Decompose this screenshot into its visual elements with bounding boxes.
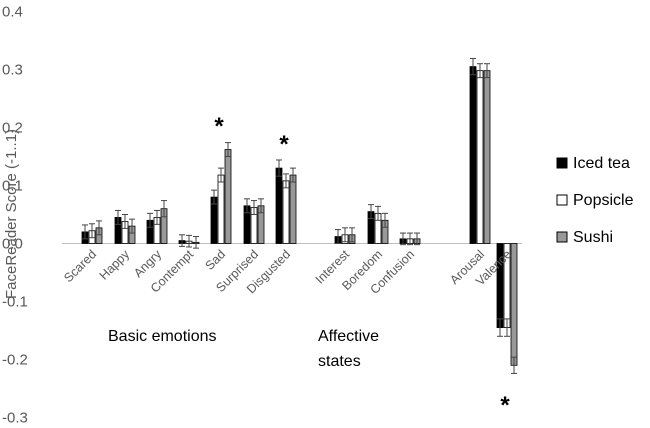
legend: Iced tea Popsicle Sushi <box>556 155 634 246</box>
legend-label-sushi: Sushi <box>573 229 613 246</box>
bar-arousal-sushi <box>483 70 491 244</box>
bar-disgusted-popsicle <box>282 180 290 244</box>
y-axis-title: FaceReader Score (-1..1) <box>3 129 20 299</box>
bar-disgusted-iced-tea <box>275 167 283 244</box>
group-label-states: states <box>318 353 361 370</box>
bar-sad-popsicle <box>217 174 225 244</box>
y-tick-label: 0.3 <box>2 62 23 79</box>
legend-swatch-sushi <box>556 231 568 243</box>
significance-marker-disgusted: * <box>279 131 289 158</box>
legend-label-iced-tea: Iced tea <box>573 155 630 172</box>
legend-swatch-iced-tea <box>556 157 568 169</box>
y-tick-label: -0.1 <box>2 294 28 311</box>
group-label-basic-emotions: Basic emotions <box>108 328 217 345</box>
y-tick-label: -0.3 <box>2 410 28 427</box>
bar-arousal-popsicle <box>476 70 484 244</box>
bar-valence-sushi <box>510 243 518 366</box>
y-tick-label: -0.2 <box>2 352 28 369</box>
significance-marker-valence: * <box>500 392 510 419</box>
x-tick-label-happy: Happy <box>97 247 133 283</box>
bar-arousal-iced-tea <box>469 66 477 244</box>
x-tick-label-scared: Scared <box>61 247 99 285</box>
x-tick-label-sad: Sad <box>202 247 228 273</box>
y-tick-label: 0.2 <box>2 120 23 137</box>
legend-swatch-popsicle <box>556 194 568 206</box>
y-tick-label: 0.4 <box>2 4 23 21</box>
bar-sad-sushi <box>224 149 232 244</box>
significance-marker-sad: * <box>214 113 224 140</box>
y-tick-label: 0.1 <box>2 178 23 195</box>
y-tick-label: 0.0 <box>2 236 23 253</box>
bar-disgusted-sushi <box>289 174 297 244</box>
legend-label-popsicle: Popsicle <box>573 192 634 209</box>
group-label-affective: Affective <box>318 328 379 345</box>
